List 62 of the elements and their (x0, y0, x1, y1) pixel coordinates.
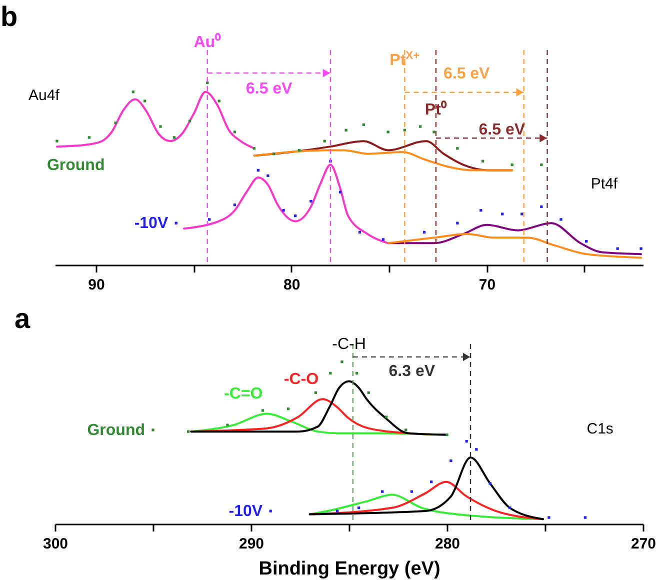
series-label: -10V (134, 215, 168, 232)
annotation: -C-H (332, 336, 366, 353)
point (380, 490, 384, 493)
x-tick-label: 290 (238, 536, 264, 552)
point (404, 428, 408, 432)
annotation: 6.3 eV (388, 363, 436, 380)
annotation: Au⁰ (194, 33, 222, 51)
point (386, 130, 390, 134)
x-axis-title: Binding Energy (eV) (258, 558, 440, 580)
point (382, 238, 385, 241)
point (159, 125, 162, 128)
point (208, 218, 211, 221)
point (88, 136, 91, 139)
point (410, 490, 414, 493)
annotation: Pt⁰ (424, 100, 447, 118)
point (384, 416, 388, 418)
point (188, 120, 192, 122)
point (640, 247, 642, 250)
point (501, 212, 504, 216)
annotation: C1s (586, 420, 614, 438)
x-tick-label: 70 (478, 276, 496, 294)
series-label: Ground (87, 422, 145, 439)
text: 6.5 eV (443, 66, 490, 83)
chart-title: b (0, 1, 18, 32)
series-label: -C-O (284, 371, 319, 388)
point (344, 128, 348, 132)
point (418, 125, 422, 128)
point (560, 218, 562, 221)
point (269, 510, 272, 512)
point (266, 174, 270, 178)
annotation: 6.5 eV (478, 122, 526, 139)
point (233, 130, 236, 134)
point (584, 516, 587, 519)
point (172, 136, 176, 139)
point (261, 409, 264, 412)
x-tick-label: 80 (284, 276, 300, 294)
annotation: 6.5 eV (246, 80, 292, 98)
point (336, 510, 339, 512)
chart-title: a (14, 303, 30, 334)
point (152, 428, 154, 432)
annotation: Pt4f (590, 175, 618, 192)
x-tick-label: 270 (630, 536, 656, 552)
point (488, 482, 492, 485)
point (340, 360, 344, 364)
point (520, 212, 524, 216)
point (218, 100, 220, 102)
x-tick-label: 90 (88, 276, 105, 294)
point (548, 516, 550, 519)
x-tick-label: 280 (434, 536, 460, 552)
point (226, 424, 229, 426)
x-tick-label: 300 (42, 536, 68, 552)
series-label: -10V (228, 503, 263, 520)
point (432, 130, 436, 134)
point (282, 209, 285, 212)
point (56, 140, 58, 142)
series-label: Ground (46, 157, 105, 174)
point (186, 430, 190, 433)
annotation: Au4f (28, 87, 60, 104)
point (114, 122, 117, 124)
point (144, 100, 146, 102)
point (446, 433, 448, 436)
series-label: -C=O (224, 386, 263, 403)
